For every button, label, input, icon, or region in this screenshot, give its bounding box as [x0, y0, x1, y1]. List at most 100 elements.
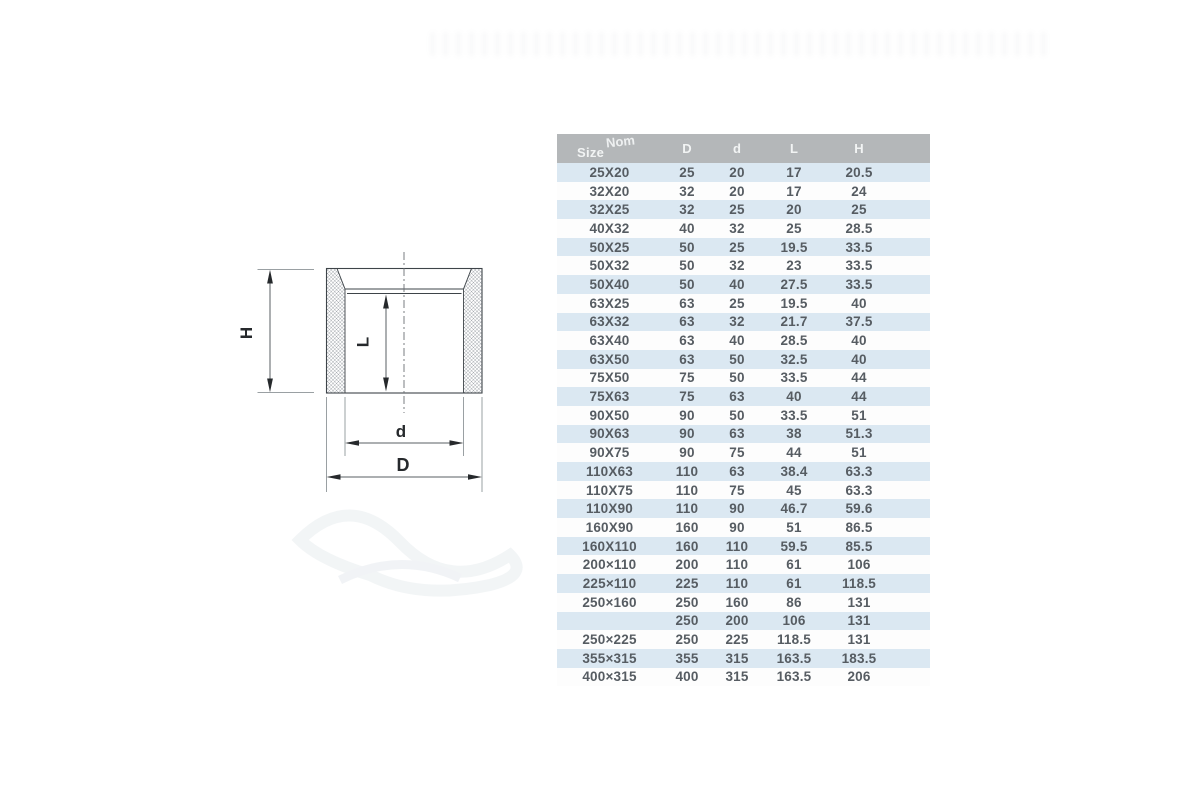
table-row: 110X63 110 63 38.4 63.3 [557, 462, 930, 481]
cell-L: 61 [786, 575, 802, 591]
cell-D: 75 [679, 370, 695, 386]
table-row: 25X20 25 20 17 20.5 [557, 163, 930, 182]
cell-filler [892, 630, 930, 649]
cell-D: 50 [679, 258, 695, 274]
cell-H: 63.3 [845, 463, 873, 479]
arrowhead-icon [383, 377, 389, 392]
table-row: 63X32 63 32 21.7 37.5 [557, 312, 930, 332]
cell-H: 40 [851, 351, 867, 367]
cell-filler [892, 294, 930, 313]
table-row: 75X63 75 63 40 44 [557, 387, 930, 406]
cell-size: 90X50 [589, 407, 630, 423]
cell-filler [892, 219, 930, 238]
table-row: 75X50 75 50 33.5 44 [557, 368, 930, 388]
cell-D: 32 [679, 202, 695, 218]
table-row: 400×315 400 315 163.5 206 [557, 667, 930, 687]
cell-D: 90 [679, 407, 695, 423]
cell-H: 86.5 [845, 519, 873, 535]
cell-H: 118.5 [841, 575, 877, 591]
cell-size: 63X25 [589, 295, 630, 311]
cell-d: 75 [729, 445, 745, 461]
cell-size: 75X63 [589, 389, 630, 405]
cell-L: 33.5 [780, 370, 808, 386]
cell-d: 25 [729, 295, 745, 311]
cell-D: 90 [679, 426, 695, 442]
cell-size: 63X32 [589, 314, 630, 330]
cell-D: 250 [675, 632, 699, 648]
cell-filler [892, 425, 930, 444]
cell-filler [892, 350, 930, 369]
cell-d: 200 [725, 613, 749, 629]
arrowhead-icon [345, 440, 359, 446]
cell-H: 59.6 [845, 501, 873, 517]
cell-d: 160 [725, 594, 749, 610]
label-d: d [396, 422, 406, 441]
cell-filler [892, 406, 930, 425]
cell-L: 27.5 [780, 276, 808, 292]
cell-L: 17 [786, 164, 802, 180]
label-D: D [397, 455, 410, 475]
cell-d: 50 [729, 407, 745, 423]
cell-filler [892, 574, 930, 593]
arrowhead-icon [383, 294, 389, 309]
cell-H: 28.5 [845, 220, 873, 236]
cell-D: 50 [679, 239, 695, 255]
faint-watermark-swirl [291, 509, 523, 597]
left-wall-hatch [326, 268, 346, 394]
cell-d: 63 [729, 389, 745, 405]
table-body: 25X20 25 20 17 20.5 32X20 32 20 17 24 32X25 32 25 20 2… [557, 163, 930, 687]
cell-d: 25 [729, 239, 745, 255]
cell-filler [892, 387, 930, 406]
cell-size: 40X32 [589, 220, 630, 236]
cell-H: 33.5 [845, 239, 873, 255]
cell-d: 315 [725, 650, 749, 666]
cell-D: 200 [675, 557, 699, 573]
cell-H: 40 [851, 333, 867, 349]
cell-D: 75 [679, 389, 695, 405]
cell-H: 40 [851, 295, 867, 311]
cell-L: 45 [786, 482, 802, 498]
arrowhead-icon [468, 474, 482, 480]
cell-L: 38.4 [780, 463, 808, 479]
cell-size: 225×110 [582, 575, 637, 591]
cell-d: 75 [729, 482, 745, 498]
cell-D: 250 [675, 613, 699, 629]
cell-D: 355 [675, 650, 699, 666]
cell-H: 33.5 [845, 258, 873, 274]
cell-filler [892, 331, 930, 350]
table-row: 50X25 50 25 19.5 33.5 [557, 237, 930, 257]
cell-size: 250×160 [582, 594, 637, 610]
cell-size: 50X32 [589, 258, 630, 274]
technical-drawing: H L d D [240, 252, 483, 492]
cell-d: 110 [725, 538, 749, 554]
cell-filler [892, 462, 930, 481]
cell-D: 160 [675, 519, 699, 535]
cell-H: 20.5 [845, 164, 873, 180]
cell-H: 85.5 [845, 538, 873, 554]
arrowhead-icon [326, 474, 341, 480]
table-row: 90X63 90 63 38 51.3 [557, 424, 930, 444]
spec-table: Size Nom D d L H 25X20 25 20 17 20.5 32X20 32 2… [557, 133, 930, 687]
cell-d: 32 [729, 258, 745, 274]
cell-L: 118.5 [776, 632, 812, 648]
dimension-H: H [240, 269, 314, 393]
right-wall-hatch [463, 268, 483, 394]
table-row: 63X50 63 50 32.5 40 [557, 349, 930, 369]
cell-size: 110X63 [586, 463, 633, 479]
cell-L: 40 [786, 389, 802, 405]
cell-H: 206 [847, 669, 871, 685]
cell-D: 110 [675, 501, 699, 517]
table-header: Size Nom D d L H [557, 133, 930, 163]
cell-filler [892, 649, 930, 668]
cell-d: 63 [729, 463, 745, 479]
cell-D: 63 [679, 295, 695, 311]
cell-D: 400 [675, 669, 699, 685]
cell-H: 24 [851, 183, 867, 199]
cell-L: 86 [786, 594, 802, 610]
header-size-label: Size [577, 145, 605, 160]
cell-L: 23 [786, 258, 802, 274]
header-col-L: L [790, 141, 798, 156]
cell-H: 33.5 [845, 276, 873, 292]
cell-size: 250×225 [582, 632, 637, 648]
table-row: 90X50 90 50 33.5 51 [557, 405, 930, 425]
